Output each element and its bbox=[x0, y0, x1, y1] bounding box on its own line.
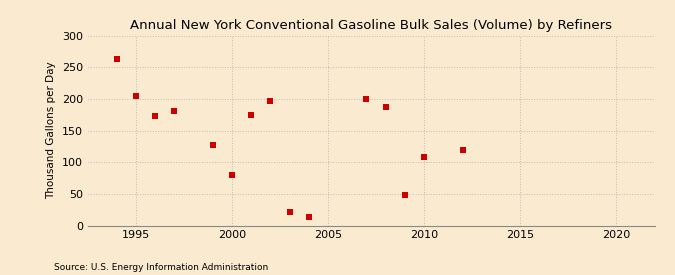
Point bbox=[400, 192, 410, 197]
Point bbox=[284, 209, 295, 214]
Point bbox=[150, 114, 161, 118]
Point bbox=[169, 109, 180, 113]
Title: Annual New York Conventional Gasoline Bulk Sales (Volume) by Refiners: Annual New York Conventional Gasoline Bu… bbox=[130, 19, 612, 32]
Point bbox=[418, 155, 429, 160]
Point bbox=[207, 143, 218, 147]
Point bbox=[265, 99, 276, 103]
Point bbox=[246, 113, 256, 118]
Point bbox=[361, 97, 372, 101]
Point bbox=[227, 173, 238, 177]
Point bbox=[457, 148, 468, 152]
Y-axis label: Thousand Gallons per Day: Thousand Gallons per Day bbox=[46, 62, 56, 199]
Point bbox=[130, 94, 141, 99]
Point bbox=[111, 57, 122, 61]
Point bbox=[303, 214, 314, 219]
Text: Source: U.S. Energy Information Administration: Source: U.S. Energy Information Administ… bbox=[54, 263, 268, 272]
Point bbox=[380, 105, 391, 109]
